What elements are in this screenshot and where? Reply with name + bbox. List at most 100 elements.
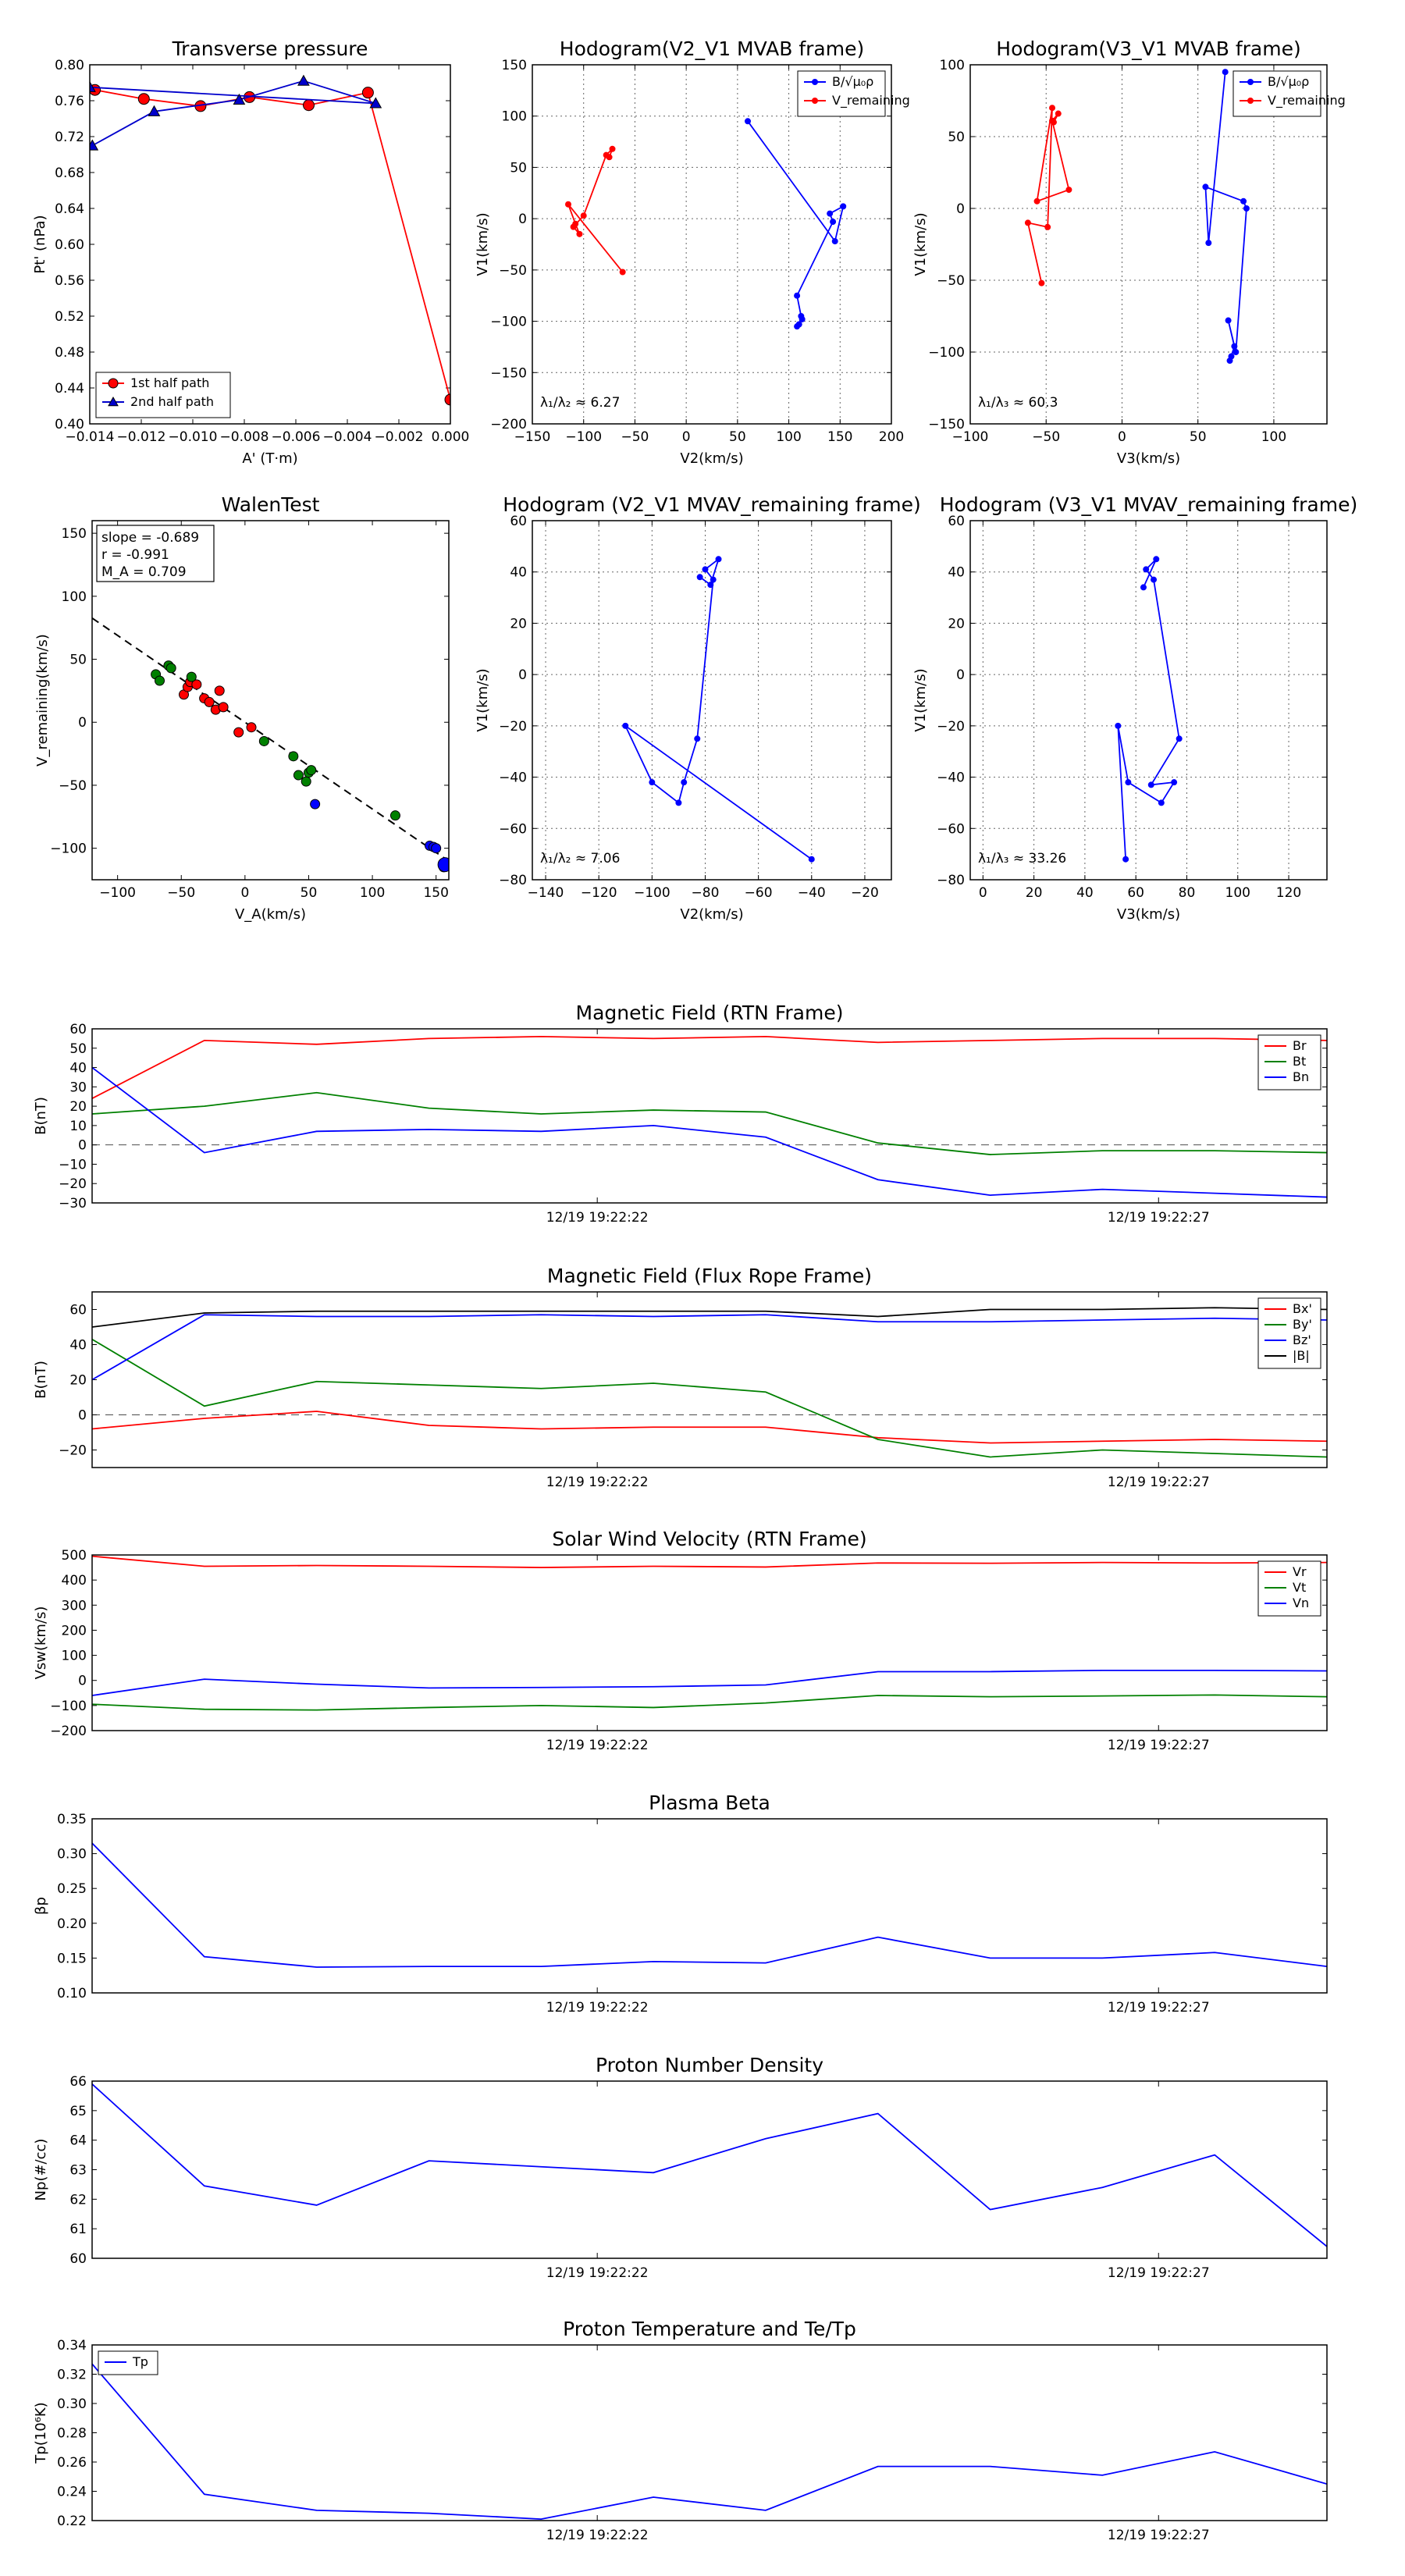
y-tick-label: 60	[69, 2251, 87, 2267]
y-tick-label: −20	[59, 1176, 87, 1192]
y-tick-label: 0	[78, 1408, 87, 1424]
x-tick-label: −0.012	[117, 429, 166, 445]
data-point	[1202, 183, 1209, 190]
data-point	[745, 118, 751, 125]
x-tick-label: −0.008	[220, 429, 269, 445]
y-tick-label: 0.60	[55, 237, 84, 253]
y-tick-label: 150	[502, 58, 527, 73]
chart-beta: 12/19 19:22:22 12/19 19:22:27 0.10 0.15 0.20…	[33, 1791, 1328, 2016]
y-tick-label: −100	[928, 345, 965, 361]
legend-marker	[812, 79, 818, 85]
x-tick-label: −100	[634, 885, 670, 901]
y-tick-label: 150	[62, 526, 87, 542]
data-point	[794, 292, 801, 299]
data-point	[246, 722, 257, 733]
data-point	[1125, 779, 1132, 786]
y-tick-label: 0	[956, 201, 965, 217]
y-tick-label: −10	[59, 1157, 87, 1172]
plot-area	[92, 1555, 1327, 1711]
y-tick-label: 0.30	[57, 2396, 87, 2412]
y-tick-label: −80	[499, 873, 527, 888]
axes-frame	[91, 1028, 1328, 1204]
series-line-Bx'	[92, 1411, 1327, 1444]
data-point	[293, 770, 304, 781]
y-tick-label: 0.25	[57, 1881, 87, 1897]
data-point	[90, 80, 96, 92]
legend: 1st half path 2nd half path	[95, 372, 231, 418]
series-line-beta	[92, 1842, 1327, 1968]
y-tick-label: 0.40	[55, 417, 84, 432]
y-tick-label: 0.20	[57, 1916, 87, 1932]
legend-box	[95, 372, 231, 418]
x-axis-label: V2(km/s)	[680, 450, 743, 467]
x-tick-label: −0.010	[169, 429, 218, 445]
data-point	[301, 776, 311, 787]
y-tick-label: 0	[956, 667, 965, 683]
x-axis-label: V2(km/s)	[680, 906, 743, 923]
data-point	[1038, 279, 1045, 286]
legend-marker	[108, 378, 119, 389]
y-tick-label: −40	[937, 770, 965, 786]
chart-walen: −100 −50 0 50 100 150 −100 −50 0 50 100 150 WalenTes…	[34, 493, 450, 923]
data-point	[137, 93, 150, 105]
data-point	[576, 230, 583, 237]
x-tick-label: −40	[798, 885, 826, 901]
y-tick-label: 40	[948, 565, 965, 581]
y-axis-label: Np(#/cc)	[33, 2139, 49, 2201]
x-tick-label: −120	[581, 885, 617, 901]
y-tick-label: 0.48	[55, 345, 84, 361]
y-tick-label: 400	[62, 1573, 87, 1589]
x-tick-label: −0.002	[375, 429, 424, 445]
data-point	[831, 238, 838, 245]
legend-box	[1232, 70, 1321, 117]
chart-title: Proton Temperature and Te/Tp	[563, 2318, 856, 2340]
series-line-1	[90, 80, 376, 147]
series-line-Br	[92, 1036, 1327, 1099]
y-tick-label: 20	[510, 616, 527, 632]
fit-line	[92, 617, 449, 863]
legend: B/√μ₀ρ V_remaining	[1232, 70, 1346, 117]
x-tick-label: −50	[1032, 429, 1060, 445]
y-tick-label: −50	[937, 273, 965, 289]
x-tick-label: 12/19 19:22:22	[546, 1738, 649, 1753]
x-tick-label: 80	[1179, 885, 1196, 901]
x-tick-label: 12/19 19:22:27	[1108, 2528, 1210, 2543]
y-tick-label: 50	[510, 160, 527, 176]
y-tick-label: 62	[69, 2192, 87, 2208]
y-tick-label: 0.72	[55, 130, 84, 145]
x-tick-label: 100	[360, 885, 385, 901]
data-point	[191, 679, 202, 690]
y-tick-label: 0.24	[57, 2485, 87, 2500]
chart-title: Magnetic Field (RTN Frame)	[576, 1002, 844, 1024]
y-tick-label: 0.44	[55, 381, 84, 397]
data-point	[681, 779, 688, 786]
ratio-annotation: λ₁/λ₂ ≈ 7.06	[540, 851, 620, 866]
series-line-Vr	[92, 1555, 1327, 1568]
x-tick-label: 0.000	[432, 429, 470, 445]
y-tick-label: 60	[510, 514, 527, 529]
y-tick-label: 0.34	[57, 2338, 87, 2354]
series-line-Tp	[92, 2363, 1327, 2521]
plot-area	[622, 556, 815, 863]
legend-marker	[108, 396, 119, 407]
data-point	[715, 556, 722, 563]
y-tick-label: 0.52	[55, 309, 84, 325]
y-tick-label: 300	[62, 1598, 87, 1614]
y-tick-label: −50	[59, 778, 87, 794]
y-axis-label: V1(km/s)	[475, 212, 491, 276]
y-tick-label: 65	[69, 2104, 87, 2119]
plot-area	[565, 118, 847, 330]
x-axis-label: V3(km/s)	[1117, 906, 1180, 923]
chart-title: Solar Wind Velocity (RTN Frame)	[552, 1528, 866, 1550]
y-tick-label: 0	[518, 212, 527, 227]
data-point	[1158, 799, 1165, 806]
y-axis-label: V1(km/s)	[912, 668, 929, 731]
legend-label: Tp	[132, 2354, 148, 2369]
series-line-0	[94, 89, 450, 400]
plot-area	[90, 74, 450, 406]
x-tick-label: 50	[301, 885, 318, 901]
legend-marker	[812, 98, 818, 104]
y-tick-label: 0	[518, 667, 527, 683]
data-point	[799, 315, 806, 322]
